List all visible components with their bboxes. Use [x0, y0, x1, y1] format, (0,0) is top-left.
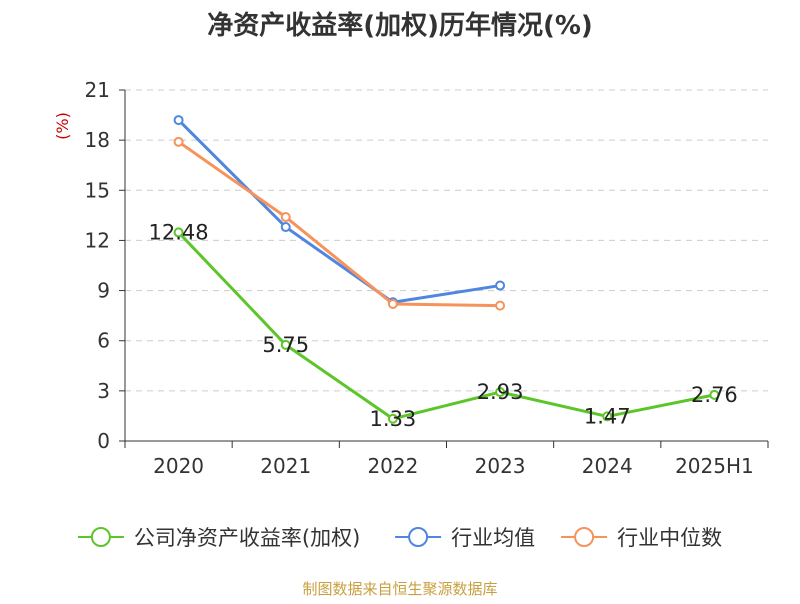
y-tick-label: 15	[85, 178, 110, 202]
data-point	[280, 339, 291, 350]
x-tick-label: 2021	[260, 454, 311, 478]
x-tick-label: 2020	[153, 454, 204, 478]
legend-marker-icon	[90, 527, 111, 547]
data-labels: 12.48 5.75 1.33 2.93 1.47 2.76	[149, 220, 738, 430]
data-point	[495, 280, 506, 291]
y-tick-label: 0	[97, 429, 110, 453]
data-label: 12.48	[149, 220, 209, 244]
grid-lines	[125, 89, 768, 392]
data-label: 1.33	[370, 407, 417, 431]
data-point	[495, 387, 506, 398]
series-lines	[173, 115, 720, 424]
y-tick-label: 3	[97, 379, 110, 403]
data-label: 2.93	[477, 380, 524, 404]
x-tick-label: 2023	[475, 454, 526, 478]
y-tick-label: 12	[85, 228, 110, 252]
x-tick-label: 2025H1	[675, 454, 754, 478]
data-point	[280, 212, 291, 223]
data-point	[387, 413, 398, 424]
chart-title: 净资产收益率(加权)历年情况(%)	[207, 10, 593, 41]
data-point	[495, 300, 506, 311]
y-tick-label: 6	[97, 329, 110, 353]
data-label: 2.76	[691, 383, 738, 407]
legend-marker-icon	[408, 527, 429, 547]
data-point	[387, 298, 398, 309]
y-tick-label: 9	[97, 279, 110, 303]
data-point	[280, 222, 291, 233]
x-tick-label: 2024	[582, 454, 633, 478]
y-axis-label: (%)	[53, 112, 72, 140]
data-label: 5.75	[262, 333, 309, 357]
legend-marker-icon	[574, 527, 595, 547]
legend: 公司净资产收益率(加权) 行业均值 行业中位数	[77, 526, 722, 550]
data-point	[173, 227, 184, 238]
legend-label: 公司净资产收益率(加权)	[134, 526, 360, 550]
series-line	[177, 140, 502, 308]
x-tick-label: 2022	[367, 454, 418, 478]
data-label: 1.47	[584, 404, 631, 428]
data-point	[602, 411, 613, 422]
data-point	[173, 136, 184, 147]
y-tick-label: 21	[85, 78, 110, 102]
legend-label: 行业均值	[451, 526, 535, 550]
data-point	[173, 115, 184, 126]
y-tick-label: 18	[85, 128, 110, 152]
series-line	[177, 118, 502, 304]
data-point	[709, 389, 720, 400]
axes: 0 3 6 9 12 15 18 21 2020 2021 2022 2023 2024 2025H1	[85, 78, 769, 478]
series-line	[177, 230, 716, 421]
source-note: 制图数据来自恒生聚源数据库	[302, 580, 497, 598]
legend-label: 行业中位数	[617, 526, 722, 550]
